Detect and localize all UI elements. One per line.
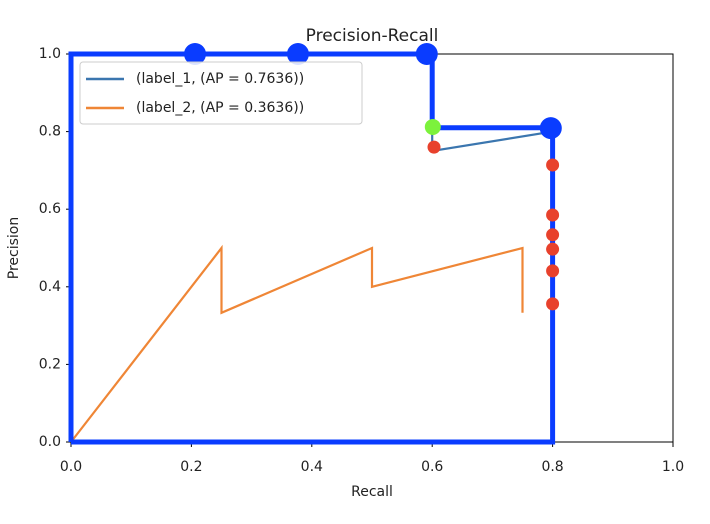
y-tick-label: 0.4 [39,279,61,295]
scatter-point [546,208,560,222]
legend-label: (label_2, (AP = 0.3636)) [136,100,304,116]
y-axis-label: Precision [6,217,22,279]
y-tick-label: 0.0 [39,434,61,450]
legend-label: (label_1, (AP = 0.7636)) [136,71,304,87]
scatter-point [546,228,560,242]
y-tick-label: 0.8 [39,124,61,140]
line-series [70,244,524,443]
scatter-point [424,118,441,135]
scatter-point [539,117,562,140]
scatter-point [427,140,441,154]
x-axis-label: Recall [351,484,393,500]
scatter-point [286,43,309,65]
x-tick-label: 0.4 [301,459,323,475]
x-tick-label: 0.6 [421,459,443,475]
scatter-point [184,43,207,65]
scatter-point [546,264,560,278]
y-tick-label: 0.6 [39,201,61,217]
chart-title: Precision-Recall [306,26,439,46]
x-tick-label: 0.2 [180,459,202,475]
legend-box [79,61,363,125]
y-tick-label: 1.0 [39,46,61,62]
x-tick-label: 0.8 [541,459,563,475]
x-tick-label: 0.0 [60,459,82,475]
scatter-point [415,43,438,65]
scatter-point [546,297,560,311]
scatter-point [546,158,560,172]
scatter-point [546,242,560,256]
x-tick-label: 1.0 [662,459,684,475]
y-tick-label: 0.2 [39,356,61,372]
